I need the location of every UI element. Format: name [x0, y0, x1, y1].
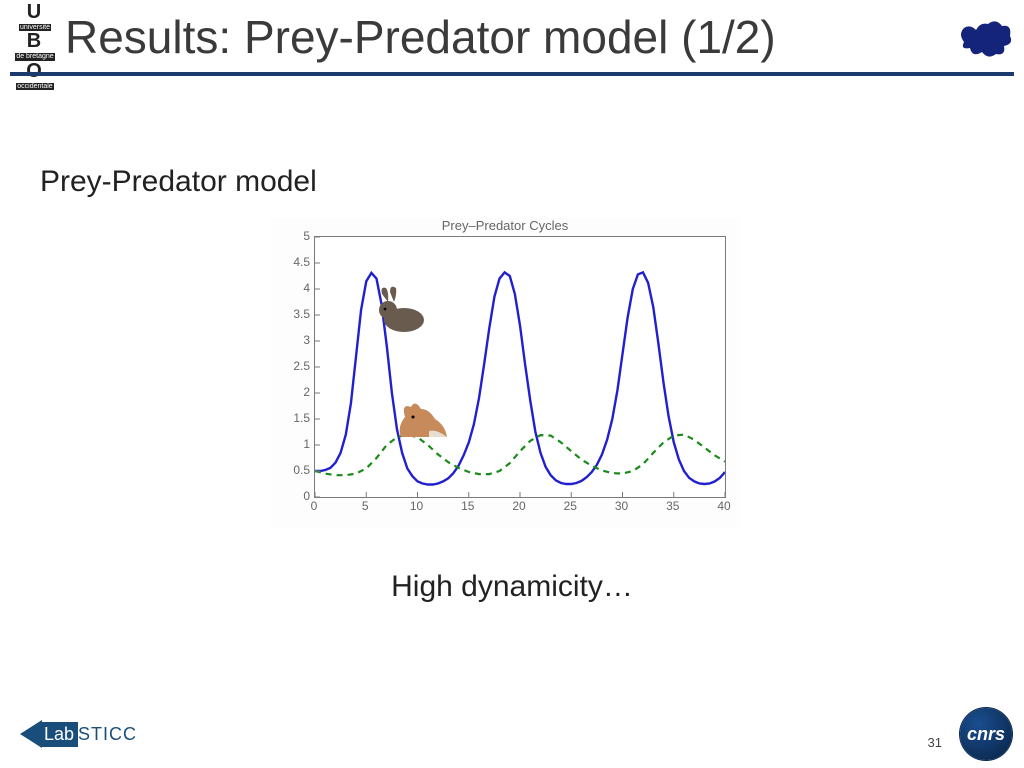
- plot-area: [314, 236, 726, 498]
- ubo-logo: U université B de bretagne O occidentale: [8, 2, 62, 90]
- page-number: 31: [928, 735, 942, 750]
- cnrs-logo: cnrs: [960, 708, 1012, 760]
- xtick-label: 20: [507, 499, 531, 513]
- xtick-label: 25: [558, 499, 582, 513]
- ytick-label: 1: [274, 437, 310, 451]
- ytick-label: 1.5: [274, 411, 310, 425]
- labsticc-right: STICC: [78, 724, 137, 745]
- ytick-label: 4: [274, 281, 310, 295]
- predator-line: [315, 435, 725, 476]
- page-title: Results: Prey-Predator model (1/2): [65, 10, 776, 64]
- xtick-label: 35: [661, 499, 685, 513]
- slide: U université B de bretagne O occidentale…: [0, 0, 1024, 768]
- caption: High dynamicity…: [0, 570, 1024, 604]
- labsticc-logo: Lab STICC: [20, 714, 160, 754]
- chart-container: Prey–Predator Cycles 0 0.5 1 1.5 2 2.5 3 3.5 4 4.…: [270, 218, 740, 528]
- labsticc-triangle-icon: [20, 720, 42, 748]
- xtick-label: 40: [712, 499, 736, 513]
- title-divider: [10, 72, 1014, 76]
- ytick-label: 2.5: [274, 359, 310, 373]
- ytick-label: 2: [274, 385, 310, 399]
- ytick-label: 3: [274, 333, 310, 347]
- xtick-label: 30: [610, 499, 634, 513]
- chart-title: Prey–Predator Cycles: [270, 218, 740, 233]
- labsticc-left: Lab: [40, 722, 78, 747]
- ubo-u: U: [8, 2, 62, 23]
- xtick-label: 15: [456, 499, 480, 513]
- ubo-b: B: [8, 31, 62, 52]
- xtick-label: 10: [405, 499, 429, 513]
- ytick-label: 4.5: [274, 255, 310, 269]
- ytick-label: 5: [274, 229, 310, 243]
- ubo-occ: occidentale: [16, 83, 53, 90]
- mascot-icon: [956, 14, 1016, 64]
- prey-line: [315, 272, 725, 484]
- xtick-label: 5: [353, 499, 377, 513]
- subtitle: Prey-Predator model: [40, 165, 317, 199]
- cnrs-text: cnrs: [967, 724, 1005, 745]
- xtick-label: 0: [302, 499, 326, 513]
- ytick-label: 0.5: [274, 463, 310, 477]
- ytick-label: 3.5: [274, 307, 310, 321]
- chart-svg: [315, 237, 725, 497]
